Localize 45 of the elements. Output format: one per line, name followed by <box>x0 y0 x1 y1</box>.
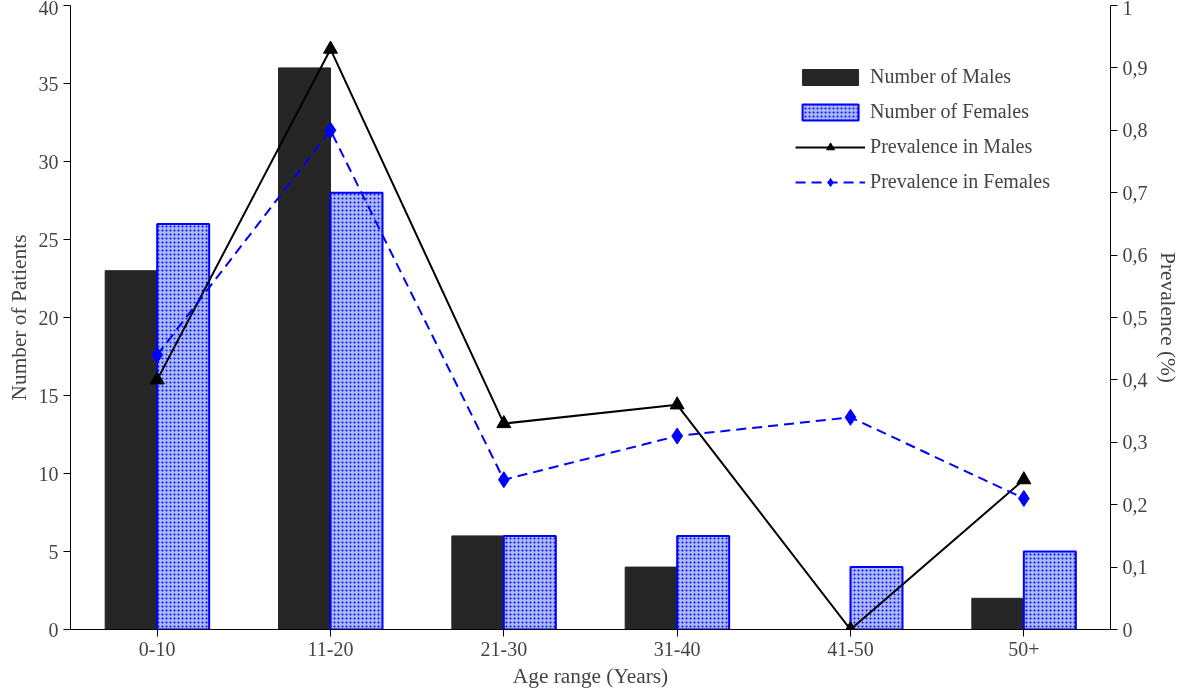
y2-tick-label: 1 <box>1122 0 1133 19</box>
y-axis-title: Number of Patients <box>6 234 31 401</box>
y-tick-label: 30 <box>38 150 59 173</box>
y2-tick-label: 0,8 <box>1122 119 1148 142</box>
legend-label: Prevalence in Males <box>870 135 1033 158</box>
y2-tick-label: 0,6 <box>1122 244 1148 267</box>
legend-label: Number of Females <box>870 100 1029 123</box>
point <box>844 408 857 426</box>
x-tick-label: 41-50 <box>827 637 874 660</box>
x-tick-label: 31-40 <box>653 637 701 660</box>
point <box>149 371 165 385</box>
y2-tick-label: 0,7 <box>1122 181 1148 204</box>
x-tick-label: 21-30 <box>480 637 528 660</box>
x-tick-label: 50+ <box>1008 637 1040 660</box>
bar <box>278 67 331 630</box>
y-tick-label: 15 <box>38 384 59 407</box>
y-tick-label: 20 <box>38 306 59 329</box>
legend-label: Prevalence in Females <box>870 170 1050 193</box>
y2-tick-label: 0,3 <box>1122 431 1148 454</box>
y-tick-label: 35 <box>38 72 59 95</box>
y2-tick-label: 0,9 <box>1122 56 1148 79</box>
point <box>323 40 338 54</box>
y-tick-label: 40 <box>38 0 59 19</box>
bar <box>451 535 505 630</box>
x-tick-label: 0-10 <box>138 637 176 660</box>
bar <box>104 270 158 630</box>
y-tick-label: 25 <box>38 228 59 251</box>
y2-tick-label: 0,4 <box>1122 368 1148 391</box>
point <box>324 121 337 139</box>
y-tick-label: 0 <box>48 618 59 641</box>
point <box>1016 471 1032 485</box>
y2-axis-title: Prevalence (%) <box>1155 252 1180 383</box>
point <box>496 415 512 429</box>
legend-label: Number of Males <box>870 65 1012 88</box>
x-axis-title: Age range (Years) <box>512 663 669 688</box>
y2-tick-label: 0,1 <box>1122 556 1148 579</box>
x-tick-label: 11-20 <box>307 637 354 660</box>
y2-tick-label: 0,2 <box>1122 493 1148 516</box>
y-tick-label: 10 <box>38 462 59 485</box>
bar <box>971 597 1025 630</box>
y2-tick-label: 0 <box>1122 618 1133 641</box>
y-tick-label: 5 <box>48 540 59 563</box>
bar <box>624 566 678 630</box>
point <box>669 396 685 410</box>
y2-tick-label: 0,5 <box>1122 306 1148 329</box>
